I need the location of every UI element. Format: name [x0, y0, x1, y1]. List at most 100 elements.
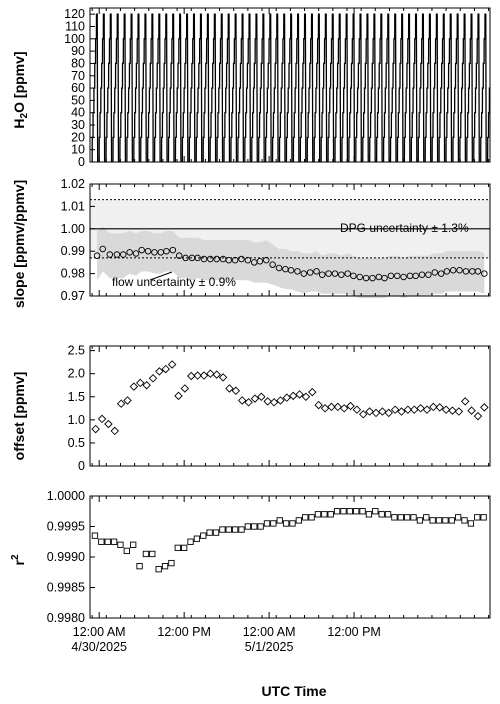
offset-point	[320, 404, 330, 413]
r2-point	[193, 535, 201, 542]
slope-point	[331, 270, 339, 277]
offset-point	[390, 405, 400, 414]
offset-point	[174, 391, 183, 401]
slope-point	[106, 251, 114, 258]
y-tick-label: 1.01	[61, 199, 85, 213]
offset-point	[225, 384, 234, 393]
y-tick-label: 1.02	[61, 177, 85, 191]
offset-point	[231, 386, 241, 396]
offset-axis-label: offset [ppmv]	[11, 372, 27, 461]
slope-point	[344, 270, 351, 277]
x-tick-label: 12:00 AM	[73, 625, 126, 639]
r2-point	[353, 508, 360, 515]
slope-point	[325, 270, 332, 277]
y-tick-label: 80	[71, 56, 85, 70]
y-tick-label: 0.9995	[47, 520, 85, 534]
slope-point	[294, 268, 301, 275]
r2-point	[104, 538, 111, 545]
r2-point	[467, 520, 475, 527]
r2-point	[442, 517, 449, 524]
y-tick-label: 90	[71, 44, 85, 58]
r2-point	[391, 514, 398, 521]
offset-panel: 0 0.5 1.0 1.5 2.0 2.5	[68, 344, 491, 473]
offset-point	[244, 398, 253, 407]
x-tick-date: 5/1/2025	[245, 640, 294, 654]
slope-point	[418, 271, 426, 278]
slope-point	[163, 247, 170, 255]
offset-point	[97, 414, 107, 424]
r2-point	[257, 523, 264, 530]
slope-axis-label: slope [ppmv/ppmv]	[11, 180, 27, 308]
h2o-series-line	[91, 13, 490, 162]
r2-point	[98, 538, 105, 545]
x-tick-label: 12:00 PM	[327, 625, 381, 639]
offset-point	[116, 399, 126, 408]
y-tick-label: 70	[71, 69, 85, 83]
r2-point	[174, 544, 181, 552]
offset-point	[212, 370, 221, 379]
r2-point	[181, 544, 188, 552]
r2-point	[212, 529, 220, 536]
slope-point	[238, 255, 245, 263]
y-tick-label: 0	[78, 155, 85, 169]
slope-point	[356, 273, 363, 281]
r2-point	[435, 517, 443, 524]
offset-point	[187, 371, 196, 381]
slope-point	[275, 264, 283, 272]
r2-point	[365, 511, 373, 518]
h2o-axis-label: H2O [ppmv]	[11, 51, 30, 128]
r2-point	[187, 538, 194, 545]
slope-point	[231, 256, 239, 264]
r2-point	[155, 566, 162, 573]
r2-point	[314, 511, 322, 518]
offset-point	[460, 397, 470, 406]
r2-point	[244, 523, 252, 530]
offset-point	[155, 367, 164, 376]
slope-point	[132, 250, 140, 257]
slope-point	[263, 256, 270, 264]
r2-point	[238, 526, 245, 533]
offset-point	[276, 396, 285, 405]
offset-point	[339, 404, 349, 413]
r2-point	[225, 526, 232, 533]
slope-point	[213, 255, 220, 263]
offset-point	[110, 426, 120, 436]
offset-point	[136, 378, 145, 388]
offset-point	[422, 405, 432, 414]
y-tick-label: 50	[71, 93, 85, 107]
r2-point	[302, 514, 309, 521]
slope-point	[449, 266, 457, 274]
slope-point	[481, 270, 488, 277]
r2-point	[423, 514, 430, 521]
r2-point	[142, 550, 150, 558]
offset-point	[314, 400, 323, 410]
slope-point	[456, 266, 463, 274]
y-tick-label: 2.5	[68, 344, 85, 358]
y-tick-label: 20	[71, 130, 85, 144]
r2-point	[161, 563, 169, 570]
slope-point	[300, 270, 308, 277]
slope-point	[182, 254, 189, 262]
r2-point	[346, 508, 353, 515]
r2-point	[251, 523, 258, 530]
offset-point	[250, 394, 260, 403]
offset-point	[288, 391, 298, 401]
slope-point	[381, 274, 388, 282]
offset-point	[327, 402, 336, 412]
slope-point	[362, 274, 370, 282]
y-tick-label: 30	[71, 118, 85, 132]
flow-uncertainty-band	[97, 226, 485, 299]
y-tick-label: 120	[64, 7, 85, 21]
offset-point	[161, 364, 170, 374]
y-tick-label: 0.9990	[47, 550, 85, 564]
slope-point	[287, 266, 295, 274]
r2-point	[117, 541, 124, 548]
offset-point	[397, 407, 406, 416]
y-tick-label: 10	[71, 143, 85, 157]
slope-point	[126, 249, 133, 256]
y-tick-label: 1.0	[68, 413, 85, 427]
r2-point	[276, 517, 283, 524]
y-tick-label: 60	[71, 81, 85, 95]
slope-point	[169, 246, 177, 254]
